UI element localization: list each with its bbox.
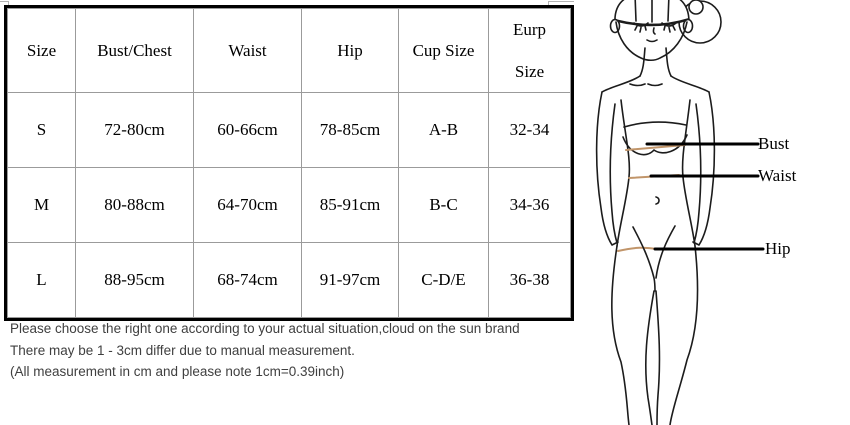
col-header-waist: Waist [193,7,302,94]
col-header-eurp-size: Eurp Size [488,7,571,94]
neck [639,47,672,77]
cell-eurp: 34-36 [488,167,571,244]
torso-right-side [681,99,696,247]
hair-fringe [615,18,689,26]
cell-size: L [7,242,76,319]
torso-left-side [616,99,631,247]
left-leg-outer [611,245,630,425]
cell-waist: 64-70cm [193,167,302,244]
cell-cup: B-C [398,167,489,244]
hair-bang-lines [634,0,670,23]
underbust-line [625,144,686,151]
left-eye [633,22,649,33]
col-header-hip: Hip [301,7,399,94]
waist-label: Waist [758,166,797,185]
note-line-1: Please choose the right one according to… [10,321,520,336]
cell-waist: 68-74cm [193,242,302,319]
cell-waist: 60-66cm [193,92,302,169]
body-figure-illustration [595,0,765,425]
hair-bun-inner [688,0,704,15]
cell-eurp: 36-38 [488,242,571,319]
col-header-bust-chest: Bust/Chest [75,7,194,94]
collarbones [629,83,663,87]
left-leg-inner [644,290,655,425]
table-row-m: M 80-88cm 64-70cm 85-91cm B-C 34-36 [7,167,571,244]
bust-label: Bust [758,134,790,153]
mouth [646,39,658,43]
note-line-3: (All measurement in cm and please note 1… [10,364,345,379]
shoulders [601,75,710,93]
cell-cup: C-D/E [398,242,489,319]
right-leg-outer [669,245,699,425]
measurement-notes: Please choose the right one according to… [10,318,520,383]
navel [655,196,660,205]
col-header-size: Size [7,7,76,94]
bandeau-top [623,121,687,128]
table-header-row: Size Bust/Chest Waist Hip Cup Size Eurp … [7,7,571,94]
table-row-s: S 72-80cm 60-66cm 78-85cm A-B 32-34 [7,92,571,169]
face-outline [615,21,688,62]
left-arm [595,91,619,246]
cell-size: S [7,92,76,169]
bikini-v [632,225,676,292]
note-line-2: There may be 1 - 3cm differ due to manua… [10,342,355,358]
hip-label: Hip [765,239,791,258]
cell-hip: 85-91cm [301,167,399,244]
hip-line [617,246,658,252]
right-eye [661,22,677,33]
cell-eurp: 32-34 [488,92,571,169]
cell-size: M [7,167,76,244]
table-row-l: L 88-95cm 68-74cm 91-97cm C-D/E 36-38 [7,242,571,319]
cell-bust: 72-80cm [75,92,194,169]
size-chart-table: Size Bust/Chest Waist Hip Cup Size Eurp … [4,5,574,322]
right-arm [692,91,716,246]
right-leg-inner [655,290,661,425]
cell-hip: 78-85cm [301,92,399,169]
nose [652,27,656,35]
cell-bust: 80-88cm [75,167,194,244]
cell-bust: 88-95cm [75,242,194,319]
col-header-cup-size: Cup Size [398,7,489,94]
cell-cup: A-B [398,92,489,169]
cell-hip: 91-97cm [301,242,399,319]
